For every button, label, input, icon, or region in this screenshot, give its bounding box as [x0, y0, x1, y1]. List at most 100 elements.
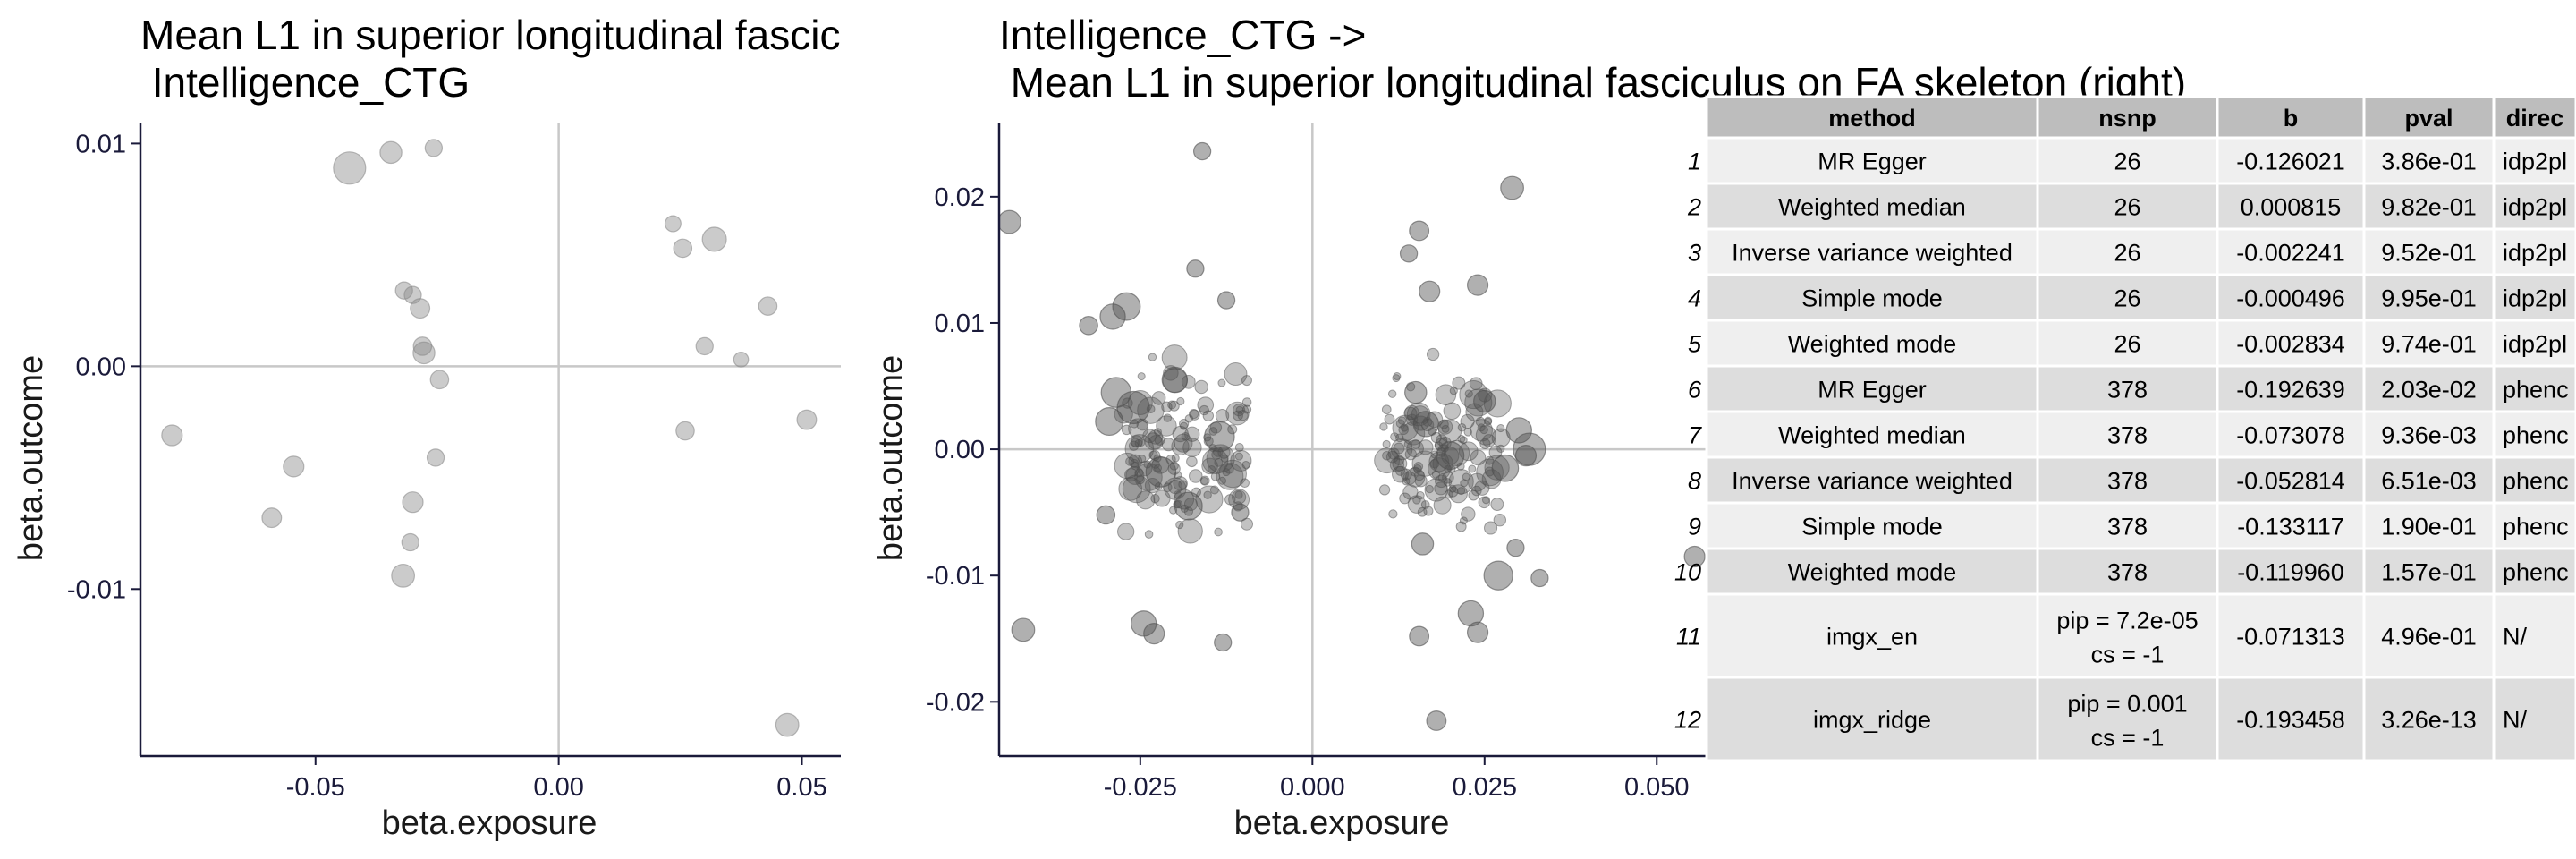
data-point	[1394, 465, 1406, 476]
data-point	[796, 409, 818, 430]
data-point	[1471, 485, 1482, 497]
data-point	[1463, 428, 1472, 437]
table-cell	[1705, 182, 2039, 231]
data-point	[1384, 413, 1395, 425]
table-cell	[2216, 319, 2366, 368]
data-point	[1400, 423, 1409, 432]
table-cell-text: -0.133117	[2237, 514, 2344, 540]
data-point	[1161, 366, 1189, 394]
data-point	[1130, 458, 1140, 468]
data-point	[1399, 492, 1411, 505]
table-cell	[2362, 319, 2496, 368]
data-point	[1202, 447, 1229, 475]
table-cell	[2362, 273, 2496, 322]
data-point	[1240, 478, 1250, 489]
table-cell-text: pip = 0.001	[2067, 691, 2187, 718]
table-cell-text: 3.26e-13	[2381, 707, 2477, 734]
table-cell-text: phenc	[2503, 468, 2569, 495]
table-cell	[1705, 501, 2039, 550]
table-cell-text: Simple mode	[1801, 285, 1943, 312]
data-point	[1420, 418, 1435, 432]
table-cell	[2492, 592, 2576, 679]
data-point	[999, 209, 1021, 234]
data-point	[1468, 464, 1477, 473]
data-point	[1241, 460, 1250, 470]
data-point	[1404, 380, 1428, 404]
data-point	[426, 448, 445, 467]
table-cell-text: pip = 7.2e-05	[2056, 608, 2198, 634]
table-cell	[2216, 364, 2366, 413]
data-point	[1203, 490, 1212, 499]
table-cell	[2036, 547, 2219, 596]
data-point	[1381, 404, 1392, 415]
data-point	[1209, 485, 1219, 495]
data-point	[1144, 432, 1163, 451]
table-header-label: pval	[2404, 105, 2453, 132]
data-point	[1161, 344, 1188, 371]
data-point	[1473, 389, 1496, 413]
table-cell-text: idp2pl	[2503, 149, 2567, 175]
data-point	[1186, 455, 1198, 468]
data-point	[1447, 486, 1459, 498]
data-point	[1464, 388, 1493, 417]
data-point	[1433, 496, 1452, 515]
x-tick-label: 0.050	[1624, 773, 1690, 802]
table-row-index: 1	[1688, 149, 1701, 175]
data-point	[1491, 454, 1520, 482]
table-cell	[1705, 676, 2039, 762]
data-point	[1457, 423, 1467, 432]
x-tick-label: -0.05	[286, 773, 345, 802]
data-point	[1224, 494, 1236, 506]
data-point	[1474, 480, 1490, 496]
table-cell-text: 1.90e-01	[2381, 514, 2477, 540]
data-point	[733, 352, 750, 368]
data-point	[379, 140, 402, 165]
table-cell	[2492, 676, 2576, 762]
data-point	[1387, 389, 1397, 398]
p2-points	[999, 141, 1706, 731]
table-cell	[2216, 501, 2366, 550]
data-point	[1214, 633, 1233, 652]
table-cell-text: 3.86e-01	[2381, 149, 2477, 175]
table-row-index: 5	[1688, 331, 1702, 358]
y-tick-label: -0.01	[926, 562, 985, 591]
table-cell-text: imgx_en	[1826, 624, 1918, 651]
data-point	[1382, 439, 1391, 448]
table-cell	[2216, 273, 2366, 322]
data-point	[1417, 506, 1428, 517]
table-cell	[2036, 136, 2219, 185]
data-point	[1186, 259, 1205, 278]
table-cell	[2216, 227, 2366, 276]
data-point	[1425, 484, 1434, 494]
table-cell-text: idp2pl	[2503, 194, 2567, 221]
data-point	[1199, 404, 1209, 416]
table-cell	[2362, 547, 2496, 596]
panel-subtitle-left: Intelligence_CTG	[140, 59, 470, 106]
table-cell	[2362, 364, 2496, 413]
data-point	[1194, 379, 1208, 395]
table-cell	[2362, 592, 2496, 679]
data-point	[1411, 532, 1435, 556]
data-point	[1181, 374, 1196, 389]
table-cell	[2216, 676, 2366, 762]
data-point	[1390, 432, 1400, 442]
data-point	[1143, 623, 1165, 645]
table-cell-text: Inverse variance weighted	[1732, 240, 2012, 267]
data-point	[1234, 452, 1243, 461]
data-point	[1184, 426, 1200, 442]
x-axis-label-left: beta.exposure	[382, 804, 597, 842]
data-point	[1217, 378, 1226, 387]
data-point	[1459, 516, 1468, 525]
data-point	[1231, 503, 1250, 522]
table-cell	[2492, 227, 2576, 276]
y-tick-label: 0.01	[76, 130, 126, 158]
data-point	[1134, 468, 1144, 478]
data-point	[1137, 372, 1146, 381]
table-cell	[2362, 227, 2496, 276]
data-point	[1156, 415, 1177, 437]
data-point	[675, 421, 695, 441]
data-point	[1378, 484, 1391, 496]
data-point	[1184, 414, 1194, 423]
data-point	[161, 424, 183, 447]
data-point	[1117, 523, 1135, 540]
